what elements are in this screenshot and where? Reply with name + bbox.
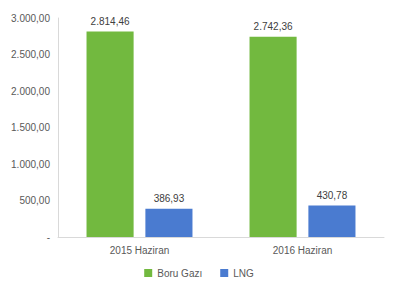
svg-text:2015 Haziran: 2015 Haziran [110, 245, 169, 256]
svg-text:2.814,46: 2.814,46 [91, 16, 130, 27]
svg-text:2.742,36: 2.742,36 [254, 21, 293, 32]
svg-text:386,93: 386,93 [154, 193, 185, 204]
svg-text:2.000,00: 2.000,00 [11, 86, 50, 97]
svg-text:1.000,00: 1.000,00 [11, 159, 50, 170]
svg-text:500,00: 500,00 [19, 195, 50, 206]
svg-text:1.500,00: 1.500,00 [11, 122, 50, 133]
svg-text:430,78: 430,78 [317, 190, 348, 201]
svg-text:3.000,00: 3.000,00 [11, 13, 50, 24]
svg-text:LNG: LNG [233, 268, 254, 279]
svg-text:2016 Haziran: 2016 Haziran [273, 245, 332, 256]
svg-text:-: - [47, 232, 50, 243]
svg-text:2.500,00: 2.500,00 [11, 49, 50, 60]
svg-text:Boru Gazı: Boru Gazı [157, 268, 202, 279]
